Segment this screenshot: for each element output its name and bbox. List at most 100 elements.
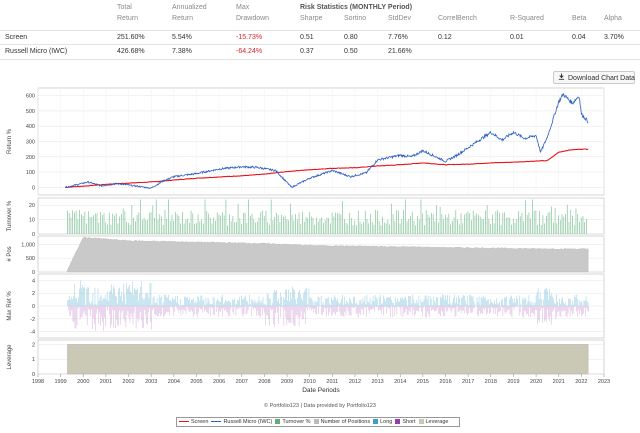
header-sortino: Sortino [344,15,367,22]
y-tick-label: 0 [32,372,35,378]
header-total-1: Total [117,4,132,11]
y-axis-label: # Pos [7,246,13,261]
y-tick-label: 600 [26,94,35,100]
x-tick-label: 2018 [485,379,497,385]
legend-label: Turnover % [282,419,311,425]
y-axis-label: Leverage [7,344,13,370]
legend-item[interactable]: Russell Micro (IWC) [211,418,272,426]
header-stddev: StdDev [388,15,411,22]
x-tick-label: 2020 [530,379,542,385]
row-name: Screen [5,34,28,41]
y-tick-label: 400 [26,124,35,130]
stats-row-screen: Screen 251.60% 5.54% -15.73% 0.51 0.80 7… [0,34,640,48]
x-tick-label: 2007 [236,379,248,385]
x-tick-label: 2022 [575,379,587,385]
header-rsquared: R-Squared [510,15,544,22]
x-tick-label: 1998 [32,379,44,385]
x-axis-label: Date Periods [302,387,340,394]
y-tick-label: 0 [32,304,35,310]
legend-item[interactable]: Number of Positions [313,418,371,426]
y-axis-label: Return % [7,128,13,154]
x-tick-label: 2016 [439,379,451,385]
x-tick-label: 2015 [417,379,429,385]
x-tick-label: 2017 [462,379,474,385]
row-name: Russell Micro (IWC) [5,48,68,55]
x-tick-label: 2012 [349,379,361,385]
x-tick-label: 2010 [304,379,316,385]
header-sharpe: Sharpe [300,15,323,22]
y-tick-label: 500 [26,109,35,115]
legend-item[interactable]: Leverage [418,418,449,426]
x-tick-label: 2009 [281,379,293,385]
legend-swatch [395,419,401,425]
legend-swatch [179,420,189,423]
x-tick-label: 2005 [190,379,202,385]
annualized-return: 5.54% [172,34,192,41]
y-tick-label: 2 [32,342,35,348]
y-tick-label: 2 [32,291,35,297]
total-return: 251.60% [117,34,145,41]
sharpe: 0.37 [300,48,314,55]
legend-label: Leverage [425,419,449,425]
legend-label: Long [380,419,393,425]
y-tick-label: 100 [26,170,35,176]
download-button-label: Download Chart Data [568,75,635,82]
chart-legend: Screen Russell Micro (IWC) Turnover % Numbe… [176,417,460,427]
footer-credit: © Portfolio123 | Data provided by Portfo… [264,403,376,409]
x-tick-label: 2011 [326,379,338,385]
y-tick-label: -2 [30,317,35,323]
y-tick-label: 1 [32,357,35,363]
x-tick-label: 2021 [553,379,565,385]
max-drawdown: -64.24% [236,48,263,55]
y-axis-label: Max Ret % [7,291,13,321]
x-tick-label: 2003 [145,379,157,385]
legend-item[interactable]: Turnover % [275,418,311,426]
chart-series [64,93,589,375]
correl-bench: 0.12 [438,34,452,41]
legend-label: Number of Positions [320,419,371,425]
x-tick-label: 1999 [55,379,67,385]
y-axis-label: Turnover % [7,200,13,231]
legend-swatch [313,419,319,425]
y-tick-label: 300 [26,140,35,146]
x-tick-label: 2019 [507,379,519,385]
leverage-area [67,344,589,375]
stats-header-row: Total Return Annualized Return Max Drawd… [0,4,640,24]
x-tick-label: 2002 [122,379,134,385]
sharpe: 0.51 [300,34,314,41]
sortino: 0.50 [344,48,358,55]
legend-item[interactable]: Screen [179,418,208,426]
header-correl: CorrelBench [438,15,477,22]
max-drawdown: -15.73% [236,34,263,41]
legend-label: Screen [191,419,209,425]
x-tick-label: 2013 [371,379,383,385]
x-tick-label: 2004 [168,379,180,385]
legend-swatch [418,419,424,425]
total-return: 426.68% [117,48,145,55]
legend-swatch [275,419,281,425]
stddev: 7.76% [388,34,408,41]
series-line-screen [65,148,589,188]
x-tick-label: 2006 [213,379,225,385]
legend-item[interactable]: Long [373,418,392,426]
header-maxdd-1: Max [236,4,250,11]
y-tick-label: 0 [32,270,35,276]
row-divider [0,30,640,31]
y-tick-label: -4 [30,330,35,336]
positions-area [67,236,589,273]
risk-stats-title: Risk Statistics (MONTHLY Period) [300,4,413,11]
legend-item[interactable]: Short [395,418,416,426]
header-annualized-1: Annualized [172,4,207,11]
y-tick-label: 10 [29,218,35,224]
header-maxdd-2: Drawdown [236,15,270,22]
legend-label: Russell Micro (IWC) [223,419,273,425]
sortino: 0.80 [344,34,358,41]
row-divider [0,59,640,60]
stddev: 21.66% [388,48,412,55]
y-tick-label: 4 [32,278,35,284]
download-chart-data-button[interactable]: Download Chart Data [553,71,635,84]
r-squared: 0.01 [510,34,524,41]
row-divider [0,44,640,45]
legend-label: Short [402,419,416,425]
download-icon [558,73,565,82]
